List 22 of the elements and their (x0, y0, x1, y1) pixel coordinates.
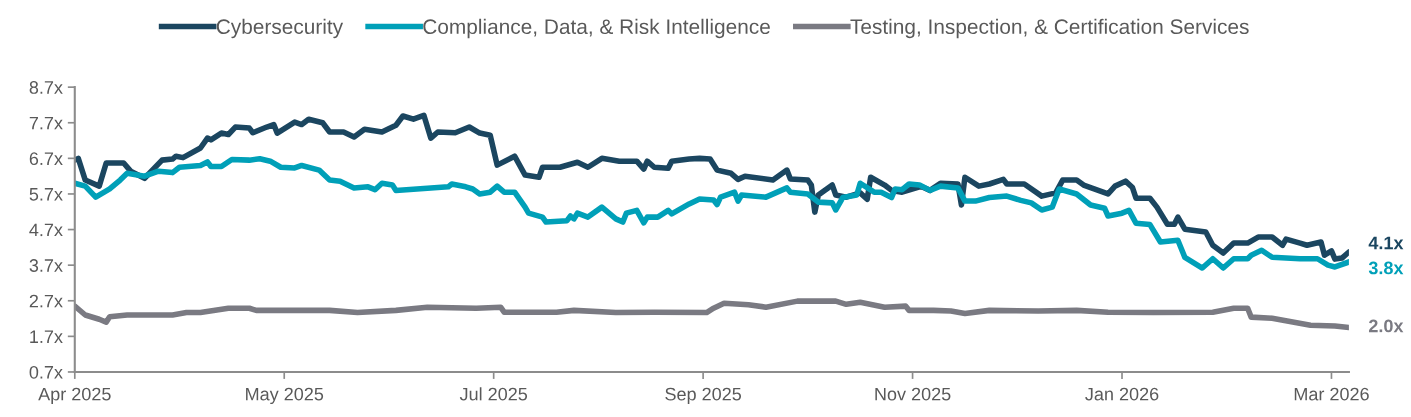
x-tick-label: Jul 2025 (459, 387, 528, 401)
legend-label: Cybersecurity (216, 18, 344, 39)
x-tick-label: Sep 2025 (665, 387, 742, 405)
annotation: 4.1x (1368, 236, 1404, 250)
x-tick-label: Mar 2026 (1294, 387, 1369, 401)
x-tick-label: Nov 2025 (875, 387, 951, 401)
y-tick-label: 1.7x (30, 330, 63, 343)
x-tick-label: Apr 2025 (38, 387, 111, 405)
y-tick-label: 8.7x (29, 81, 63, 94)
annotation: 3.8x (1368, 261, 1404, 275)
legend-label: Compliance, Data, & Risk Intelligence (423, 18, 770, 39)
legend-label: Testing, Inspection, & Certification Services (850, 18, 1249, 39)
y-tick-label: 6.7x (29, 152, 63, 166)
y-tick-label: 0.7x (29, 365, 63, 379)
annotation: 2.0x (1368, 319, 1404, 333)
y-tick-label: 3.7x (29, 259, 63, 272)
y-tick-label: 2.7x (29, 294, 63, 308)
x-tick-label: May 2025 (246, 387, 324, 405)
y-tick-label: 5.7x (29, 188, 63, 201)
y-tick-label: 7.7x (29, 116, 63, 130)
x-tick-label: Jan 2026 (1085, 387, 1159, 401)
y-tick-label: 4.7x (29, 223, 63, 237)
